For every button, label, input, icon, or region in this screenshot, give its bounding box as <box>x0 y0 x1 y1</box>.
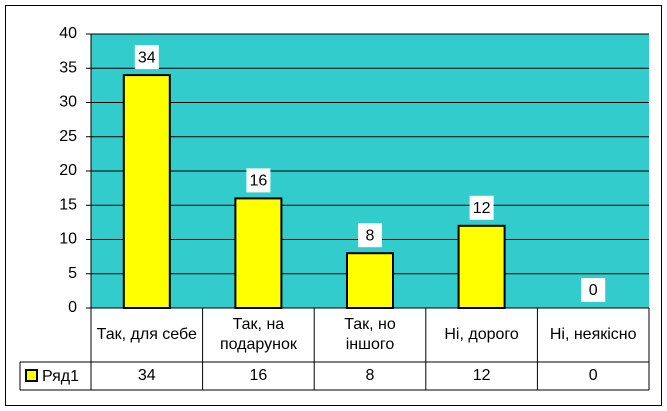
y-tick-label: 40 <box>59 25 77 42</box>
bar <box>122 74 171 309</box>
category-label: Так, но іншого <box>344 316 396 353</box>
category-label: Ні, дорого <box>444 326 519 343</box>
data-label: 0 <box>589 282 598 299</box>
legend-swatch <box>25 369 38 382</box>
data-label-box <box>469 195 494 220</box>
data-label: 16 <box>250 173 268 190</box>
y-tick-label: 10 <box>59 231 77 248</box>
y-tick-label: 20 <box>59 162 77 179</box>
data-label: 8 <box>366 227 375 244</box>
legend-label: Ряд1 <box>42 368 79 385</box>
bar <box>457 224 506 309</box>
y-tick-label: 0 <box>68 299 77 316</box>
data-label-box <box>246 168 271 193</box>
data-label-box <box>358 223 382 248</box>
table-value: 16 <box>249 367 268 384</box>
bar <box>234 197 283 309</box>
data-label-box <box>581 278 606 302</box>
y-tick-label: 15 <box>59 196 77 213</box>
category-label: Так, для себе <box>96 326 197 343</box>
y-tick-label: 35 <box>59 59 77 76</box>
table-value: 12 <box>472 367 491 384</box>
data-label: 34 <box>138 49 156 66</box>
y-tick-label: 5 <box>68 265 77 282</box>
bar <box>346 252 394 309</box>
category-label: Ні, неякісно <box>549 326 637 343</box>
table-value: 8 <box>365 367 375 384</box>
data-label: 12 <box>473 200 491 217</box>
data-label-box <box>134 45 159 70</box>
table-value: 34 <box>137 367 156 384</box>
y-tick-label: 25 <box>59 128 77 145</box>
category-label: Так, на подарунок <box>219 316 297 353</box>
table-value: 0 <box>588 367 598 384</box>
y-tick-label: 30 <box>59 94 77 111</box>
